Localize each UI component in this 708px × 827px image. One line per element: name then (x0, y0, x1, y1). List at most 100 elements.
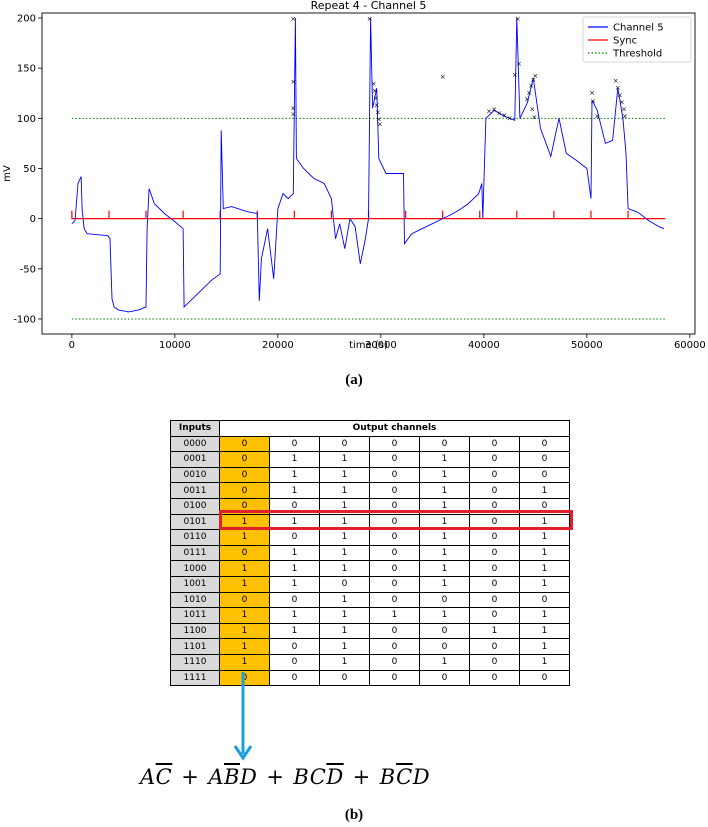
output-cell: 1 (419, 466, 470, 484)
spike-marker: × (619, 98, 625, 106)
spike-marker: × (491, 105, 497, 113)
output-cell: 0 (369, 575, 420, 593)
output-cell: 1 (519, 607, 570, 624)
highlighted-output-cell: 1 (219, 513, 270, 531)
output-cell: 1 (269, 560, 320, 577)
highlighted-output-cell: 0 (219, 591, 270, 609)
spike-marker: × (590, 97, 596, 105)
channel5-line (71, 17, 665, 313)
output-cell: 1 (419, 529, 470, 546)
spike-marker: × (594, 112, 600, 120)
spike-marker: × (622, 112, 628, 120)
highlighted-output-cell: 1 (219, 638, 270, 655)
output-cell: 0 (369, 622, 420, 640)
output-cell: 0 (469, 591, 520, 609)
spike-marker: × (615, 84, 621, 92)
output-cell: 0 (269, 591, 320, 609)
spike-marker: × (496, 109, 502, 117)
y-tick-label: 0 (30, 214, 36, 225)
output-cell: 1 (519, 622, 570, 640)
output-cell: 0 (469, 451, 520, 468)
output-cell: 0 (419, 669, 470, 687)
plus-operator: + (181, 765, 200, 789)
spike-marker: × (373, 94, 379, 102)
highlighted-output-cell: 1 (219, 607, 270, 624)
output-cell: 1 (419, 451, 470, 468)
table-row: 1110 1 0 1 0 1 0 1 (170, 653, 570, 671)
spike-marker: × (531, 113, 537, 121)
input-cell: 0010 (170, 466, 220, 484)
header-inputs: Inputs (170, 420, 220, 437)
output-cell: 0 (519, 451, 570, 468)
legend-threshold-label: Threshold (612, 49, 662, 60)
x-tick-label: 40000 (468, 340, 500, 350)
output-cell: 1 (519, 638, 570, 655)
table-row: 0000 0 0 0 0 0 0 0 (170, 435, 570, 453)
x-axis-label: time (s) (349, 340, 388, 350)
spike-marker: × (486, 107, 492, 115)
output-cell: 1 (519, 560, 570, 577)
spike-marker: × (502, 111, 508, 119)
output-cell: 0 (419, 435, 470, 453)
output-cell: 0 (469, 607, 520, 624)
highlighted-output-cell: 1 (219, 529, 270, 546)
input-cell: 0111 (170, 544, 220, 562)
output-cell: 1 (419, 575, 470, 593)
variable: B (293, 765, 310, 789)
output-cell: 1 (319, 544, 370, 562)
plus-operator: + (352, 765, 371, 789)
output-cell: 0 (319, 435, 370, 453)
table-row: 1000 1 1 1 0 1 0 1 (170, 560, 570, 577)
input-cell: 0100 (170, 497, 220, 515)
highlighted-output-cell: 0 (219, 482, 270, 499)
caption-b: (b) (344, 807, 364, 823)
output-cell: 0 (319, 575, 370, 593)
output-cell: 0 (419, 638, 470, 655)
plot-frame (41, 12, 696, 335)
negated-variable: D (326, 765, 344, 789)
output-cell: 1 (419, 482, 470, 499)
highlighted-row-box (219, 510, 573, 530)
table-row: 1011 1 1 1 1 1 0 1 (170, 607, 570, 624)
spike-marker: × (372, 87, 378, 95)
output-cell: 0 (369, 653, 420, 671)
y-tick-label: -100 (13, 314, 36, 325)
header-output-channels: Output channels (219, 420, 570, 437)
y-tick-label: 150 (17, 64, 36, 75)
output-cell: 0 (369, 466, 420, 484)
output-cell: 0 (469, 529, 520, 546)
boolean-expression: AC + ABD + BCD + BCD (140, 765, 430, 789)
caption-a: (a) (345, 372, 363, 388)
table-row: 0111 0 1 1 0 1 0 1 (170, 544, 570, 562)
output-cell: 1 (369, 607, 420, 624)
output-cell: 0 (369, 529, 420, 546)
input-cell: 1111 (170, 669, 220, 687)
spike-marker: × (440, 73, 446, 81)
legend-box (582, 16, 692, 63)
y-tick-label: 50 (23, 164, 36, 175)
output-cell: 1 (519, 544, 570, 562)
output-cell: 0 (469, 435, 520, 453)
output-cell: 0 (369, 451, 420, 468)
variable: B (379, 765, 397, 789)
output-cell: 0 (469, 544, 520, 562)
input-cell: 0001 (170, 451, 220, 468)
input-cell: 0110 (170, 529, 220, 546)
spike-marker: × (290, 15, 296, 23)
output-cell: 1 (319, 622, 370, 640)
output-cell: 0 (519, 435, 570, 453)
legend-sync-label: Sync (613, 36, 637, 47)
table-row: 0101 1 1 1 0 1 0 1 (170, 513, 570, 531)
output-cell: 1 (269, 575, 320, 593)
y-tick-label: 100 (17, 114, 36, 125)
spike-marker: × (526, 89, 532, 97)
output-cell: 1 (269, 622, 320, 640)
output-cell: 1 (319, 451, 370, 468)
x-tick-label: 0 (69, 340, 75, 350)
table-row: 0110 1 0 1 0 1 0 1 (170, 529, 570, 546)
output-cell: 0 (369, 560, 420, 577)
variable: C (309, 765, 327, 789)
spike-marker: × (374, 101, 380, 109)
x-tick-label: 20000 (262, 340, 294, 350)
output-cell: 1 (519, 482, 570, 499)
